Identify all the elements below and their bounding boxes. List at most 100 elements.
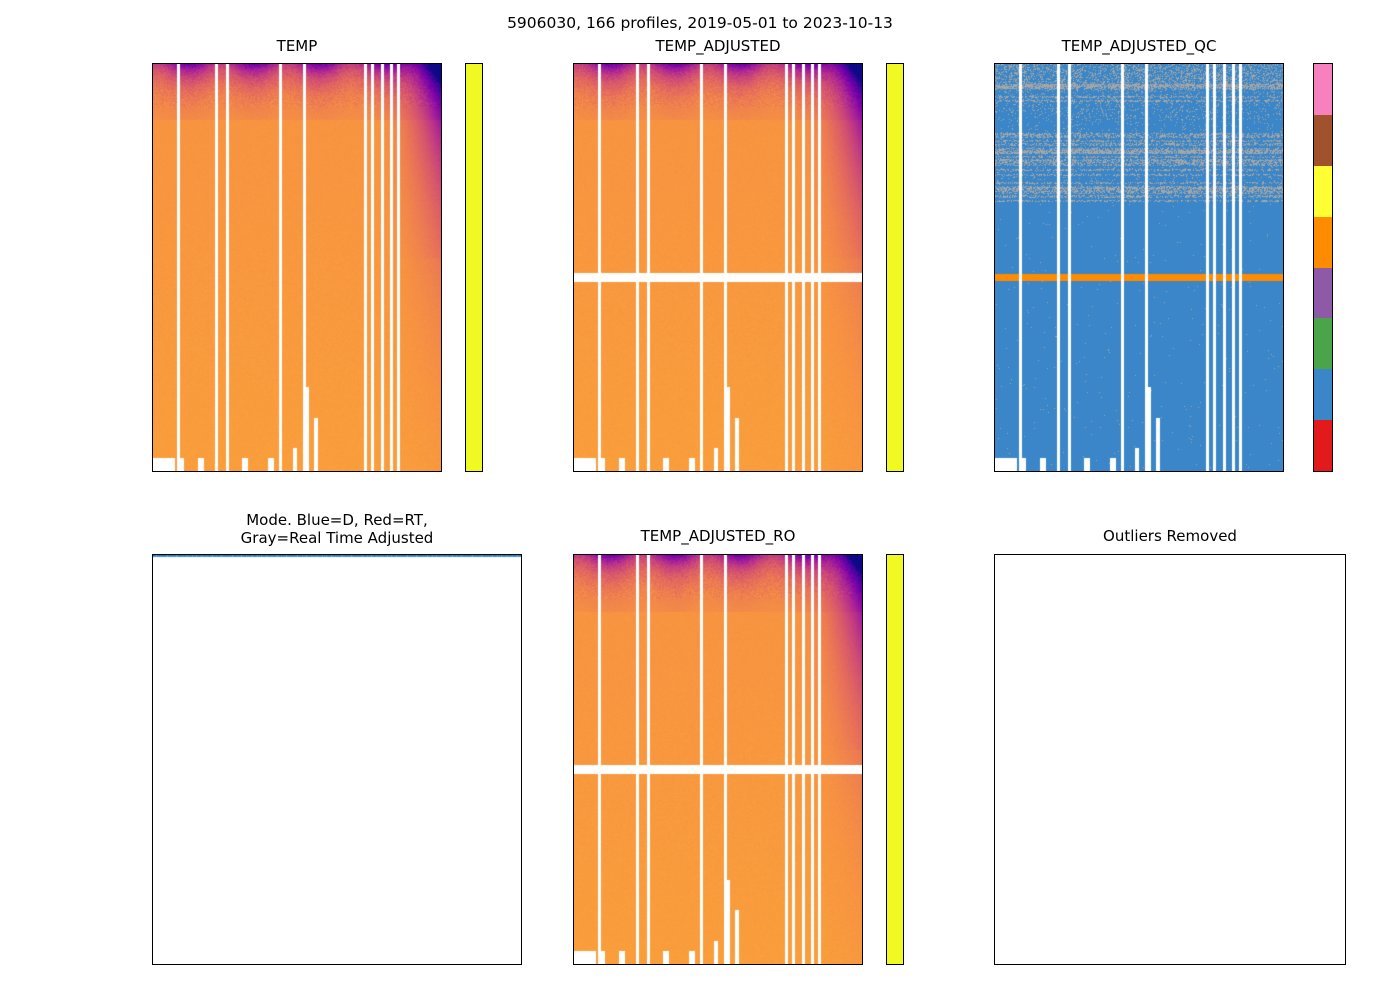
- axes-temp[interactable]: 0 250 500 750 1000 1250 1500 1750 2020 2021 2022 20…: [152, 63, 442, 472]
- x-tick-label: 2022: [1188, 964, 1222, 965]
- y-tick-label: 1750: [152, 431, 153, 447]
- colorbar-temp-adjusted-gradient: [887, 64, 903, 471]
- colorbar-temp-adjusted-ro: 0 2 4 6 8 10: [886, 554, 904, 965]
- qc-colorbar-segment-4: [1314, 216, 1332, 268]
- colorbar-tick-label: 6: [903, 238, 904, 254]
- colorbar-tick-label: 10: [903, 112, 904, 128]
- x-tick-mark: [196, 471, 197, 472]
- x-tick-mark: [746, 964, 747, 965]
- panel-mode-title-line2: Gray=Real Time Adjusted: [240, 529, 434, 547]
- x-tick-mark: [682, 471, 683, 472]
- qc-colorbar-tick-label: 0: [1332, 463, 1333, 472]
- x-tick-mark: [682, 964, 683, 965]
- y-tick-label: 1000: [994, 270, 995, 286]
- qc-colorbar-tick-label: 2: [1332, 361, 1333, 377]
- axes-outliers-removed[interactable]: 0 250 500 750 1000 1250 1500 1750 2019 2020 2021 20…: [994, 554, 1346, 965]
- y-tick-label: 500: [152, 163, 153, 179]
- x-tick-mark: [291, 964, 292, 965]
- colorbar-tick-label: 0: [903, 918, 904, 934]
- colorbar-tick-label: 8: [903, 667, 904, 683]
- qc-colorbar-segment-2: [1314, 318, 1332, 370]
- qc-colorbar-tick-mark: [1332, 470, 1333, 471]
- y-tick-label: 1250: [573, 816, 574, 832]
- qc-colorbar-segment-0: [1314, 420, 1332, 471]
- panel-temp-title: TEMP: [276, 37, 318, 55]
- colorbar-temp-gradient: [466, 64, 482, 471]
- qc-colorbar-tick-mark: [1332, 114, 1333, 115]
- x-tick-label: 2020: [1048, 964, 1082, 965]
- y-tick-label: 250: [994, 110, 995, 126]
- qc-colorbar-tick-mark: [1332, 216, 1333, 217]
- colorbar-tick-label: 2: [903, 855, 904, 871]
- colorbar-tick-mark: [482, 370, 483, 371]
- x-tick-mark: [373, 964, 374, 965]
- y-tick-label: 1500: [573, 870, 574, 886]
- x-tick-mark: [1232, 471, 1233, 472]
- x-tick-label: 2021: [244, 471, 278, 472]
- x-tick-label: 2020: [1021, 471, 1055, 472]
- x-tick-label: 2020: [600, 471, 634, 472]
- qc-colorbar-tick-label: 5: [1332, 209, 1333, 225]
- colorbar-tick-mark: [482, 182, 483, 183]
- x-tick-mark: [1103, 471, 1104, 472]
- y-tick-label: 1500: [994, 870, 995, 886]
- x-tick-label: 2022: [730, 471, 764, 472]
- colorbar-tick-label: 2: [482, 363, 483, 379]
- x-tick-label: 2020: [600, 964, 634, 965]
- panel-outliers-removed-title: Outliers Removed: [1103, 527, 1237, 545]
- colorbar-tick-mark: [903, 308, 904, 309]
- qc-colorbar-tick-label: 3: [1332, 310, 1333, 326]
- y-tick-label: 1750: [994, 431, 995, 447]
- qc-colorbar-segment-7: [1314, 64, 1332, 115]
- y-tick-label: 0: [573, 63, 574, 72]
- colorbar-tick-mark: [903, 863, 904, 864]
- y-tick-label: 1750: [994, 924, 995, 940]
- y-tick-label: Delayed Mode: [152, 554, 153, 563]
- panel-mode-title-line1: Mode. Blue=D, Red=RT,: [246, 511, 428, 529]
- y-tick-label: 0: [573, 554, 574, 563]
- axes-temp-adjusted[interactable]: 0 250 500 750 1000 1250 1500 1750 2020 2021 2022 20…: [573, 63, 863, 472]
- x-tick-label: 2020: [179, 471, 213, 472]
- y-tick-label: 1250: [573, 324, 574, 340]
- qc-colorbar-tick-mark: [1332, 165, 1333, 166]
- x-tick-label: 2021: [665, 964, 699, 965]
- colorbar-tick-mark: [903, 245, 904, 246]
- panel-temp-adjusted-qc-title: TEMP_ADJUSTED_QC: [1061, 37, 1217, 55]
- colorbar-tick-mark: [903, 737, 904, 738]
- axes-temp-adjusted-ro[interactable]: 0 250 500 750 1000 1250 1500 1750 2020 2021 2022 20…: [573, 554, 863, 965]
- x-tick-label: 2023: [439, 964, 473, 965]
- y-tick-label: 1000: [152, 270, 153, 286]
- colorbar-tick-mark: [903, 433, 904, 434]
- colorbar-temp-adjusted-ro-gradient: [887, 555, 903, 964]
- y-tick-label: 1500: [573, 377, 574, 393]
- x-tick-label: 2022: [309, 471, 343, 472]
- colorbar-tick-label: 8: [903, 175, 904, 191]
- axes-mode[interactable]: Delayed Mode Real Time Adjusted Real Time 2…: [152, 554, 522, 965]
- y-tick-label: 1750: [573, 924, 574, 940]
- x-tick-mark: [208, 964, 209, 965]
- y-tick-label: 1250: [994, 324, 995, 340]
- colorbar-tick-mark: [482, 120, 483, 121]
- x-tick-mark: [617, 471, 618, 472]
- colorbar-tick-mark: [903, 182, 904, 183]
- x-tick-mark: [390, 471, 391, 472]
- colorbar-tick-label: 0: [903, 425, 904, 441]
- y-tick-label: 1500: [994, 377, 995, 393]
- y-tick-label: 500: [573, 655, 574, 671]
- y-tick-label: 1000: [573, 270, 574, 286]
- colorbar-tick-mark: [903, 120, 904, 121]
- x-tick-label: 2022: [730, 964, 764, 965]
- qc-colorbar-tick-label: 4: [1332, 260, 1333, 276]
- y-tick-label: 750: [994, 708, 995, 724]
- y-tick-label: 1500: [152, 377, 153, 393]
- y-tick-label: 500: [994, 163, 995, 179]
- colorbar-tick-mark: [482, 433, 483, 434]
- x-tick-mark: [1204, 964, 1205, 965]
- axes-temp-adjusted-qc[interactable]: 0 250 500 750 1000 1250 1500 1750 2020 2021 2022 20…: [994, 63, 1284, 472]
- y-tick-label: 500: [994, 655, 995, 671]
- y-tick-label: 1000: [573, 762, 574, 778]
- qc-colorbar-segment-5: [1314, 165, 1332, 217]
- y-tick-label: 1750: [573, 431, 574, 447]
- x-tick-label: 2021: [665, 471, 699, 472]
- qc-colorbar-tick-mark: [1332, 318, 1333, 319]
